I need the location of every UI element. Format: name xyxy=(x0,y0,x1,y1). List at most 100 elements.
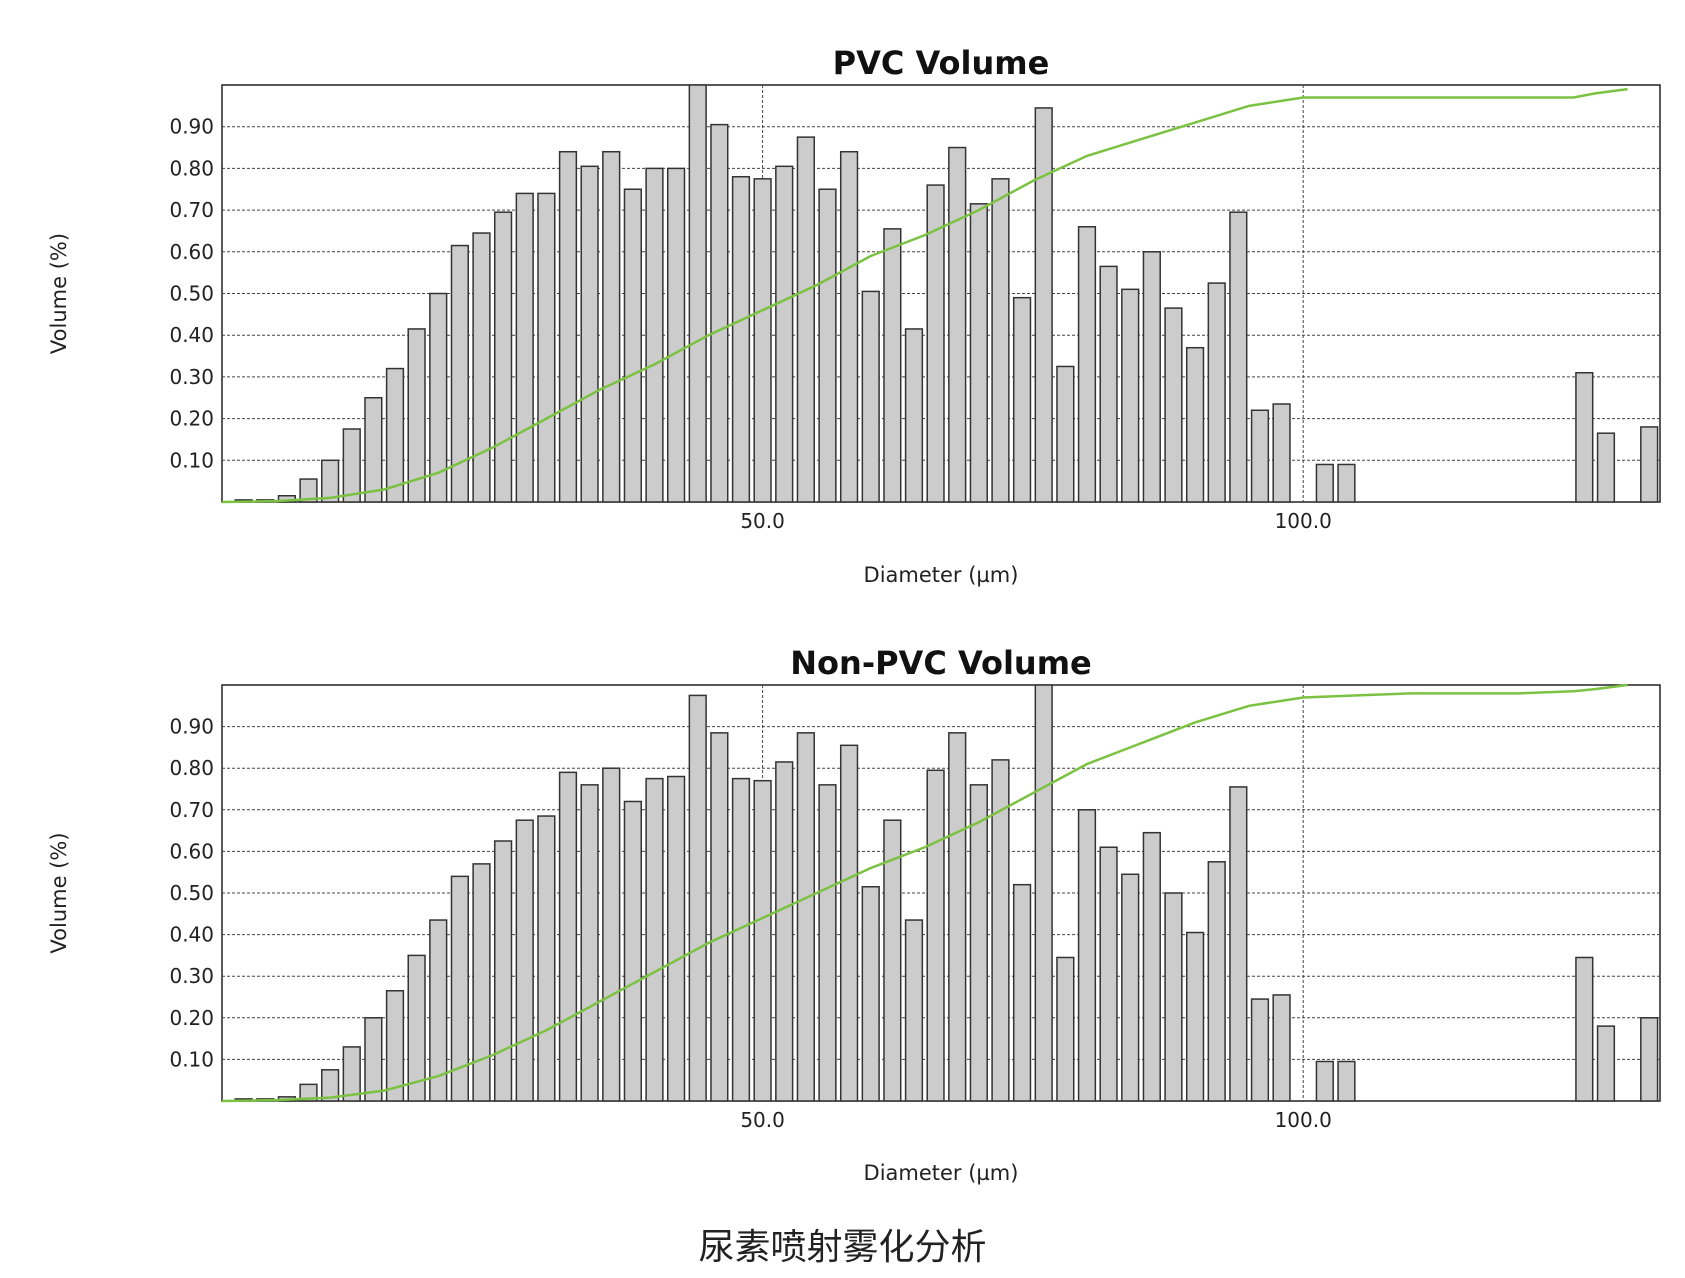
histogram-bar xyxy=(1640,426,1659,503)
histogram-bar xyxy=(1272,403,1291,503)
histogram-bar xyxy=(1250,409,1270,503)
histogram-bar xyxy=(342,428,361,503)
histogram-bar xyxy=(1315,1060,1334,1102)
y-tick-label: 0.70 xyxy=(169,798,214,822)
histogram-bar xyxy=(558,150,578,503)
histogram-bar xyxy=(1229,786,1248,1102)
histogram-bar xyxy=(883,819,902,1102)
histogram-bar xyxy=(1337,1060,1356,1102)
x-tick-label: 50.0 xyxy=(740,1108,785,1132)
histogram-bar xyxy=(429,919,448,1102)
y-tick-label: 0.90 xyxy=(169,715,214,739)
histogram-bar xyxy=(342,1046,361,1102)
histogram-bar xyxy=(926,184,945,503)
histogram-bar xyxy=(1121,873,1140,1102)
y-tick-label: 0.10 xyxy=(169,448,214,472)
histogram-bar xyxy=(645,777,664,1102)
histogram-bar xyxy=(1056,956,1075,1102)
histogram-bar xyxy=(991,178,1010,503)
histogram-bar xyxy=(1250,998,1270,1102)
histogram-bar xyxy=(1099,265,1118,503)
histogram-bar xyxy=(623,800,642,1102)
histogram-bar xyxy=(991,759,1010,1102)
histogram-bar xyxy=(1012,883,1032,1102)
histogram-bar xyxy=(904,919,924,1102)
y-tick-label: 0.30 xyxy=(169,964,214,988)
histogram-bar xyxy=(537,815,556,1102)
histogram-bar xyxy=(839,150,859,503)
y-tick-label: 0.20 xyxy=(169,1006,214,1030)
x-axis-label: Diameter (µm) xyxy=(864,1161,1019,1185)
chart-panel-1: 0.10 0.20 0.30 0.40 0.50 0.60 0.70 0.80 0.90 50.0… xyxy=(47,44,1661,587)
cumulative-line xyxy=(221,683,1628,1103)
histogram-bar xyxy=(775,165,794,503)
histogram-bar xyxy=(1099,846,1118,1102)
histogram-bar xyxy=(818,188,837,503)
histogram-bar xyxy=(1207,861,1226,1102)
cumulative-line xyxy=(221,87,1628,504)
histogram-bar xyxy=(364,397,383,503)
y-tick-label: 0.20 xyxy=(169,407,214,431)
histogram-bar xyxy=(1575,371,1594,503)
histogram-bar xyxy=(948,146,967,503)
histogram-bar xyxy=(1142,251,1161,503)
x-tick-label: 50.0 xyxy=(740,509,785,533)
histogram-bar xyxy=(1640,1017,1659,1102)
histogram-bar xyxy=(688,84,707,503)
histogram-bar xyxy=(1229,211,1248,503)
histogram-bar xyxy=(796,732,815,1102)
histogram-bar xyxy=(623,188,642,503)
histogram-bar xyxy=(1077,809,1097,1102)
histogram-bar xyxy=(818,784,837,1102)
histogram-bar xyxy=(537,192,556,503)
x-tick-label: 100.0 xyxy=(1275,509,1332,533)
histogram-bar xyxy=(472,232,491,503)
histogram-bar xyxy=(753,178,772,503)
histogram-bar xyxy=(1164,307,1183,503)
y-tick-label: 0.40 xyxy=(169,323,214,347)
histogram-bar xyxy=(926,769,945,1102)
histogram-bar xyxy=(515,192,534,503)
histogram-bar xyxy=(731,777,751,1102)
histogram-bar xyxy=(515,819,534,1102)
y-tick-label: 0.30 xyxy=(169,365,214,389)
histogram-bar xyxy=(1575,956,1594,1102)
histogram-bar xyxy=(493,840,513,1102)
x-tick-label: 100.0 xyxy=(1275,1108,1332,1132)
histogram-bar xyxy=(710,123,729,503)
histogram-bar xyxy=(1012,296,1032,503)
histogram-bar xyxy=(1185,931,1205,1102)
histogram-bar xyxy=(1164,892,1183,1102)
histogram-bar xyxy=(839,744,859,1102)
y-tick-label: 0.50 xyxy=(169,282,214,306)
y-tick-label: 0.10 xyxy=(169,1047,214,1071)
histogram-bar xyxy=(299,478,318,503)
histogram-bar xyxy=(1596,432,1616,503)
histogram-bar xyxy=(645,167,664,503)
histogram-bar xyxy=(883,228,902,503)
histogram-bar xyxy=(1272,994,1291,1102)
histogram-bar xyxy=(731,175,751,503)
histogram-bar xyxy=(666,775,686,1102)
histogram-bar xyxy=(904,328,924,503)
histogram-bar xyxy=(429,292,448,503)
histogram-bar xyxy=(364,1017,383,1102)
y-tick-label: 0.70 xyxy=(169,198,214,222)
histogram-bar xyxy=(861,290,880,503)
histogram-bar xyxy=(1207,282,1226,503)
y-tick-label: 0.60 xyxy=(169,839,214,863)
histogram-bar xyxy=(1337,463,1356,503)
histogram-bar xyxy=(1121,288,1140,503)
histogram-bar xyxy=(796,136,815,503)
x-axis-label: Diameter (µm) xyxy=(864,563,1019,587)
y-axis-label: Volume (%) xyxy=(47,832,71,953)
y-tick-label: 0.40 xyxy=(169,923,214,947)
histogram-bar xyxy=(1034,107,1053,503)
y-tick-label: 0.50 xyxy=(169,881,214,905)
histogram-bar xyxy=(1034,684,1053,1102)
histogram-bar xyxy=(666,167,686,503)
figure-caption: 尿素喷射雾化分析 xyxy=(698,1227,987,1268)
histogram-bar xyxy=(407,328,426,503)
histogram-bar xyxy=(1142,831,1161,1102)
